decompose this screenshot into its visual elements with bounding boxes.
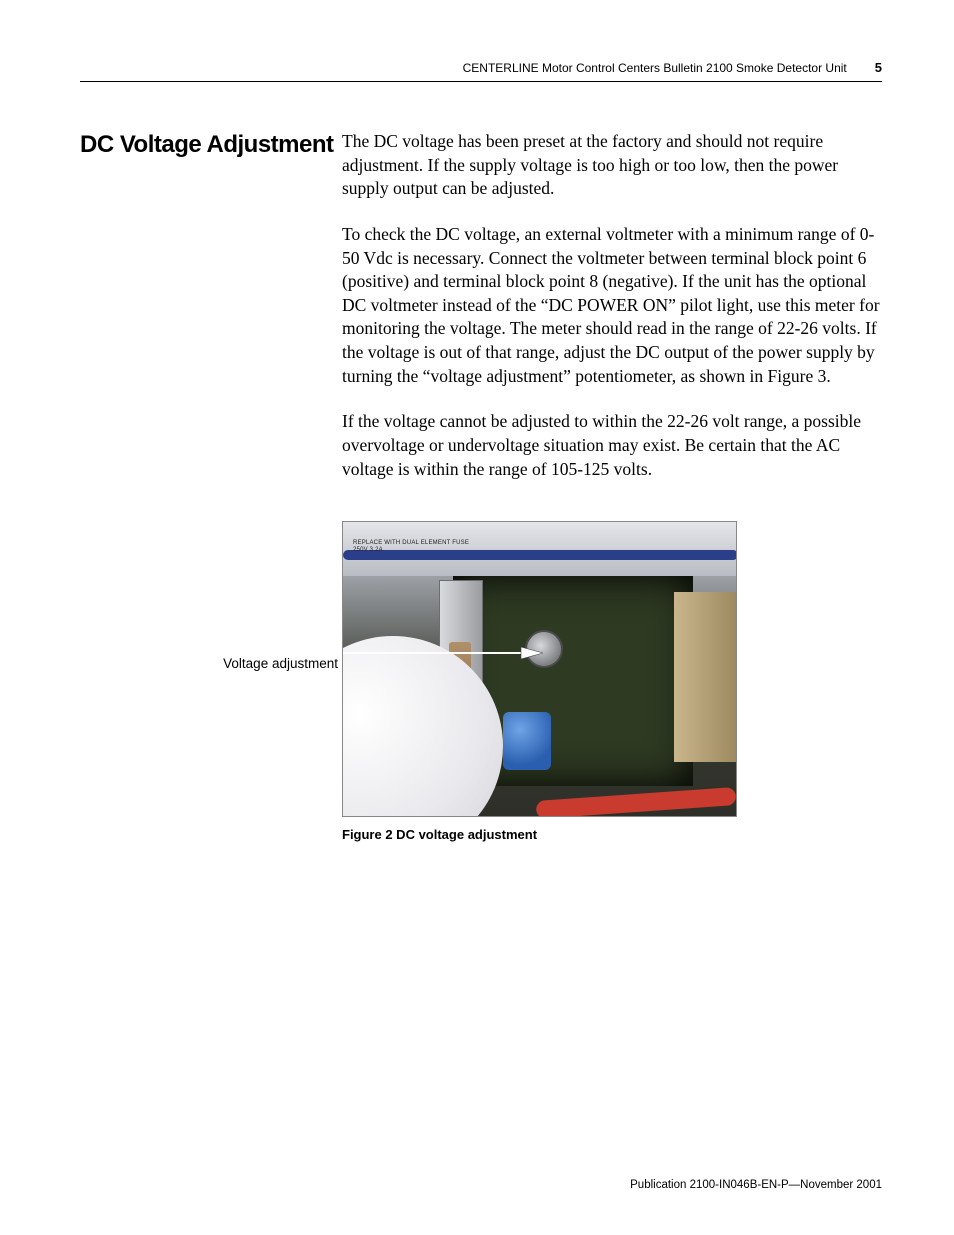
running-head-text: CENTERLINE Motor Control Centers Bulleti…	[463, 61, 847, 75]
body-paragraph: If the voltage cannot be adjusted to wit…	[342, 410, 882, 481]
body-paragraph: The DC voltage has been preset at the fa…	[342, 130, 882, 201]
publication-footer: Publication 2100-IN046B-EN-P—November 20…	[630, 1179, 882, 1191]
figure-photo: REPLACE WITH DUAL ELEMENT FUSE 250V 3.2A	[342, 521, 737, 817]
fuse-label-line: 250V 3.2A	[353, 547, 383, 553]
photo-potentiometer	[525, 630, 563, 668]
running-header: CENTERLINE Motor Control Centers Bulleti…	[80, 60, 882, 82]
figure-callout-label: Voltage adjustment	[80, 656, 342, 671]
body-column: The DC voltage has been preset at the fa…	[342, 130, 882, 503]
figure-block: Voltage adjustment REPLACE WITH DUAL ELE…	[80, 521, 882, 842]
photo-fuse-label: REPLACE WITH DUAL ELEMENT FUSE 250V 3.2A	[353, 540, 469, 553]
figure-caption: Figure 2 DC voltage adjustment	[342, 827, 537, 842]
section-heading: DC Voltage Adjustment	[80, 130, 342, 158]
photo-capacitor	[503, 712, 551, 770]
photo-transformer	[674, 592, 736, 762]
fuse-label-line: REPLACE WITH DUAL ELEMENT FUSE	[353, 540, 469, 546]
page-number: 5	[875, 60, 882, 75]
photo-red-wire	[536, 787, 737, 817]
body-paragraph: To check the DC voltage, an external vol…	[342, 223, 882, 388]
